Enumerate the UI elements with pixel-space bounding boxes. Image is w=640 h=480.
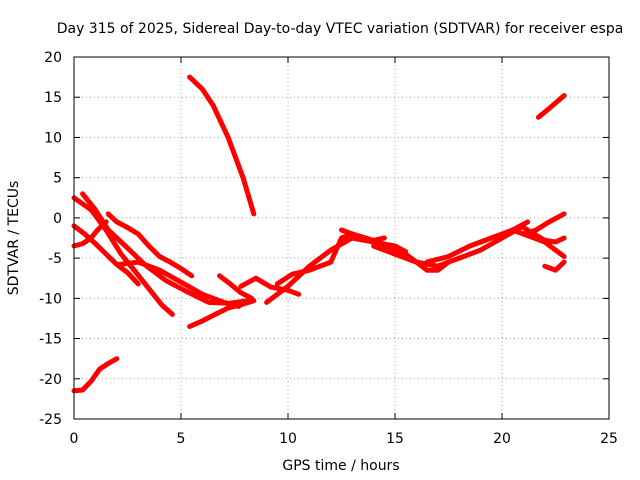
y-tick-label: 5 (53, 171, 62, 187)
series-line-arc-20 (535, 93, 567, 120)
x-tick-label: 5 (177, 431, 186, 447)
y-tick-label: 15 (44, 90, 62, 106)
series-line-arc-8 (187, 74, 257, 217)
series-line-arc-11 (238, 275, 302, 297)
series-line-arc-9 (187, 298, 257, 329)
x-tick-label: 25 (600, 431, 618, 447)
y-tick-label: -15 (39, 332, 62, 348)
x-tick-label: 10 (279, 431, 297, 447)
series-line-arc-15 (371, 223, 526, 269)
series-line-arc-1 (71, 356, 120, 394)
plot-area (71, 74, 567, 394)
y-axis-label: SDTVAR / TECUs (6, 181, 22, 296)
x-axis: 0 5 10 15 20 25 (70, 57, 618, 447)
y-tick-label: 0 (53, 211, 62, 227)
y-tick-label: 10 (44, 130, 62, 146)
x-axis-label: GPS time / hours (282, 458, 399, 474)
x-tick-label: 0 (70, 431, 79, 447)
y-axis: 20 15 10 5 0 -5 -10 -15 -20 -25 (39, 50, 609, 428)
series-line-arc-21 (542, 259, 567, 273)
series-line-arc-4 (71, 219, 109, 249)
series-line-arc-6 (105, 211, 195, 279)
series-line-arc-3 (71, 223, 141, 287)
chart-title: Day 315 of 2025, Sidereal Day-to-day VTE… (57, 21, 624, 37)
x-tick-label: 20 (493, 431, 511, 447)
plot-frame (73, 56, 610, 420)
series-line-arc-10 (217, 273, 255, 301)
y-tick-label: -10 (39, 291, 62, 307)
y-tick-label: -25 (39, 412, 62, 428)
series-line-arc-5 (80, 191, 250, 306)
series-line-arc-19 (520, 211, 567, 237)
series-line-arc-7 (116, 259, 242, 309)
y-tick-label: -20 (39, 372, 62, 388)
y-tick-label: 20 (44, 50, 62, 66)
y-tick-label: -5 (48, 251, 62, 267)
x-tick-label: 15 (386, 431, 404, 447)
